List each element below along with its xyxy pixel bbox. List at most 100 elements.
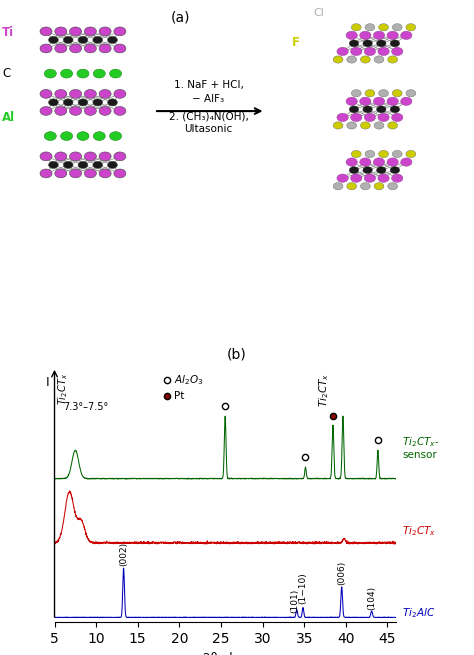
- Circle shape: [392, 47, 403, 56]
- Circle shape: [365, 90, 375, 97]
- Text: C: C: [2, 67, 10, 80]
- Text: (a): (a): [170, 10, 190, 24]
- Circle shape: [78, 99, 88, 106]
- Circle shape: [379, 24, 389, 31]
- Circle shape: [40, 27, 52, 36]
- Circle shape: [61, 132, 73, 140]
- Circle shape: [77, 69, 89, 78]
- Circle shape: [61, 69, 73, 78]
- Circle shape: [351, 24, 361, 31]
- Circle shape: [390, 166, 400, 174]
- Circle shape: [333, 56, 343, 63]
- Circle shape: [349, 40, 359, 47]
- Circle shape: [346, 97, 357, 105]
- Text: Cl: Cl: [314, 9, 325, 18]
- Circle shape: [64, 37, 73, 43]
- Circle shape: [84, 44, 96, 53]
- Circle shape: [351, 151, 361, 158]
- Text: 2. (CH₃)₄N(OH),: 2. (CH₃)₄N(OH),: [169, 111, 248, 121]
- Circle shape: [108, 161, 118, 168]
- Text: I: I: [46, 376, 50, 389]
- Circle shape: [99, 152, 111, 160]
- Circle shape: [337, 174, 348, 182]
- Circle shape: [388, 56, 398, 63]
- Circle shape: [70, 152, 82, 160]
- Circle shape: [114, 44, 126, 53]
- Circle shape: [333, 183, 343, 190]
- Circle shape: [114, 27, 126, 36]
- Circle shape: [346, 31, 357, 39]
- Text: − AlF₃: − AlF₃: [192, 94, 225, 104]
- Circle shape: [337, 113, 348, 122]
- Circle shape: [401, 97, 412, 105]
- Circle shape: [351, 174, 362, 182]
- Circle shape: [114, 152, 126, 160]
- Circle shape: [109, 132, 122, 140]
- Circle shape: [392, 24, 402, 31]
- Circle shape: [114, 90, 126, 98]
- Circle shape: [347, 122, 356, 129]
- Circle shape: [390, 40, 400, 47]
- Circle shape: [78, 161, 88, 168]
- Circle shape: [70, 90, 82, 98]
- Circle shape: [406, 90, 416, 97]
- Circle shape: [77, 132, 89, 140]
- Text: (002): (002): [119, 542, 128, 566]
- Circle shape: [364, 47, 375, 56]
- Circle shape: [387, 158, 398, 166]
- Circle shape: [70, 27, 82, 36]
- Circle shape: [55, 44, 67, 53]
- Circle shape: [55, 107, 67, 115]
- Circle shape: [376, 40, 386, 47]
- Circle shape: [114, 169, 126, 178]
- Circle shape: [109, 69, 122, 78]
- Text: (1−10): (1−10): [299, 572, 308, 605]
- Circle shape: [70, 44, 82, 53]
- Circle shape: [93, 69, 105, 78]
- Circle shape: [84, 27, 96, 36]
- Circle shape: [64, 161, 73, 168]
- Circle shape: [374, 56, 384, 63]
- Circle shape: [40, 152, 52, 160]
- Circle shape: [379, 151, 389, 158]
- Circle shape: [108, 37, 118, 43]
- Text: Pt: Pt: [173, 391, 184, 401]
- Circle shape: [40, 107, 52, 115]
- Circle shape: [376, 106, 386, 113]
- X-axis label: 2θ, deg: 2θ, deg: [203, 652, 247, 655]
- Circle shape: [392, 90, 402, 97]
- Circle shape: [360, 122, 370, 129]
- Circle shape: [374, 31, 385, 39]
- Text: (b): (b): [227, 347, 247, 361]
- Text: 7.3°–7.5°: 7.3°–7.5°: [63, 402, 108, 412]
- Circle shape: [378, 174, 389, 182]
- Text: $Ti_2AlC$: $Ti_2AlC$: [402, 607, 436, 620]
- Circle shape: [108, 99, 118, 106]
- Circle shape: [84, 107, 96, 115]
- Circle shape: [360, 183, 370, 190]
- Circle shape: [351, 113, 362, 122]
- Circle shape: [346, 158, 357, 166]
- Circle shape: [379, 90, 389, 97]
- Circle shape: [70, 169, 82, 178]
- Circle shape: [55, 169, 67, 178]
- Circle shape: [84, 90, 96, 98]
- Circle shape: [406, 151, 416, 158]
- Circle shape: [363, 106, 373, 113]
- Circle shape: [351, 90, 361, 97]
- Circle shape: [363, 40, 373, 47]
- Circle shape: [55, 152, 67, 160]
- Circle shape: [93, 99, 102, 106]
- Text: $Ti_2CT_x$: $Ti_2CT_x$: [402, 525, 437, 538]
- Text: $Ti_2CT_x$: $Ti_2CT_x$: [317, 373, 330, 407]
- Text: 1. NaF + HCl,: 1. NaF + HCl,: [173, 80, 244, 90]
- Circle shape: [93, 132, 105, 140]
- Text: $Ti_2CT_x$-
sensor: $Ti_2CT_x$- sensor: [402, 435, 440, 460]
- Circle shape: [40, 169, 52, 178]
- Circle shape: [364, 113, 375, 122]
- Circle shape: [48, 37, 58, 43]
- Circle shape: [378, 113, 389, 122]
- Circle shape: [387, 31, 398, 39]
- Circle shape: [99, 44, 111, 53]
- Circle shape: [390, 106, 400, 113]
